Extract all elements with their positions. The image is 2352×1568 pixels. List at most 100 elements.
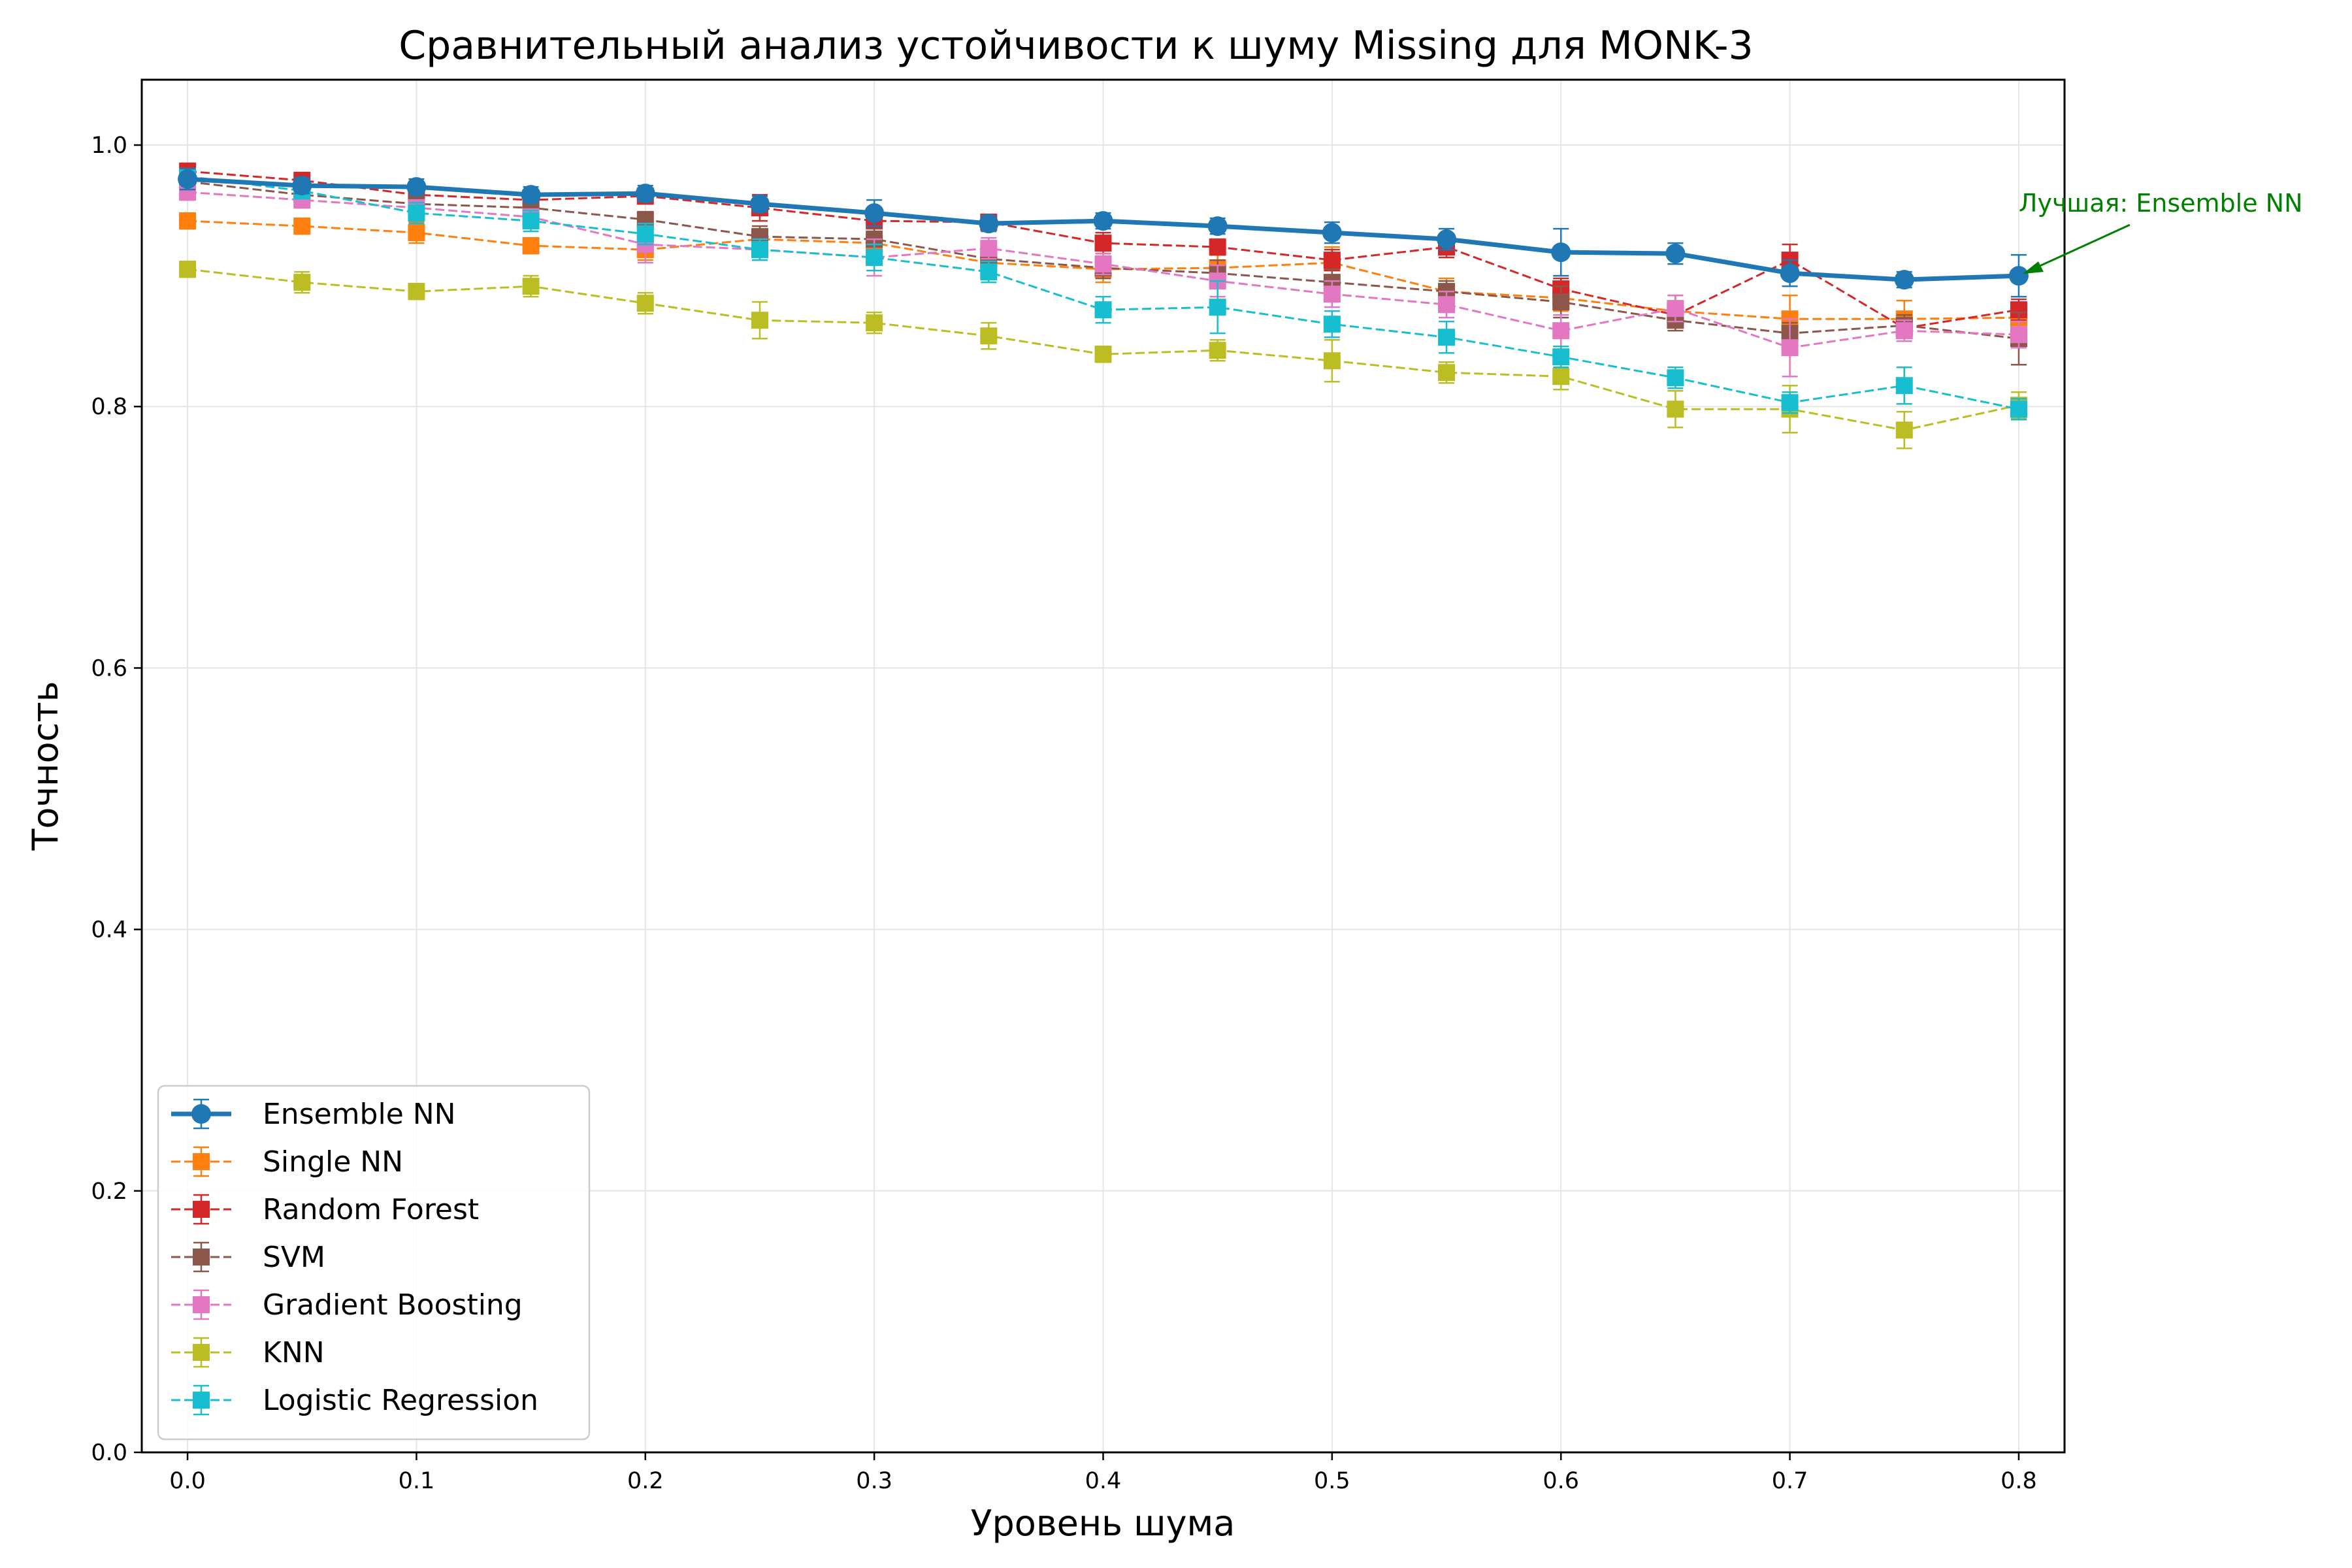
data-point (408, 283, 425, 301)
data-point (1094, 346, 1112, 363)
data-point (979, 214, 999, 234)
data-point (1895, 377, 1913, 395)
data-point (980, 327, 998, 345)
data-point (1552, 293, 1570, 311)
data-point (2008, 266, 2029, 286)
data-point (1323, 316, 1341, 333)
y-tick-label: 0.6 (91, 655, 127, 681)
annotation-text: Лучшая: Ensemble NN (2019, 189, 2303, 218)
data-point (406, 177, 427, 197)
data-point (1438, 364, 1456, 382)
chart-title: Сравнительный анализ устойчивости к шуму… (399, 23, 1753, 69)
data-point (980, 263, 998, 281)
data-point (1894, 270, 1914, 290)
data-point (749, 194, 770, 214)
legend-marker (193, 1344, 210, 1361)
plot-area (178, 162, 2029, 449)
y-axis-label: Точность (25, 681, 66, 851)
data-point (292, 176, 312, 196)
data-point (408, 224, 425, 242)
data-point (1094, 255, 1112, 273)
data-point (1780, 263, 1800, 284)
legend-item-ensemble-nn: Ensemble NN (171, 1098, 456, 1131)
series-gradient-boosting (179, 183, 2027, 378)
data-point (635, 184, 655, 204)
axes: 0.0 0.1 0.2 0.3 0.4 0.5 0.6 0.7 0.8 0.0 0.2 0.4 0.6 0… (91, 133, 2036, 1494)
x-tick-label: 0.0 (169, 1468, 206, 1494)
legend-label: SVM (263, 1241, 325, 1274)
data-point (1438, 296, 1456, 314)
data-point (522, 278, 540, 295)
y-tick-label: 1.0 (91, 133, 127, 159)
x-axis-label: Уровень шума (971, 1503, 1235, 1544)
data-point (1667, 300, 1684, 318)
x-tick-label: 0.6 (1543, 1468, 1579, 1494)
data-point (1209, 238, 1226, 256)
data-point (1551, 242, 1571, 263)
y-tick-label: 0.0 (91, 1440, 127, 1466)
legend-marker (193, 1201, 210, 1218)
data-point (1322, 223, 1342, 243)
data-point (751, 241, 768, 259)
data-point (1094, 235, 1112, 252)
y-tick-label: 0.8 (91, 394, 127, 420)
data-point (866, 249, 883, 267)
legend-label: Random Forest (263, 1193, 479, 1226)
data-point (179, 261, 197, 278)
y-tick-label: 0.2 (91, 1179, 127, 1205)
data-point (1895, 322, 1913, 340)
data-point (2010, 326, 2027, 344)
x-tick-label: 0.8 (2001, 1468, 2037, 1494)
x-tick-label: 0.2 (627, 1468, 664, 1494)
data-point (408, 204, 425, 222)
data-point (980, 240, 998, 257)
x-tick-label: 0.4 (1085, 1468, 1122, 1494)
data-point (1552, 322, 1570, 340)
legend-label: Ensemble NN (263, 1098, 456, 1131)
data-point (179, 212, 197, 230)
data-point (522, 237, 540, 255)
legend: Ensemble NN Single NN Random Forest SVM Grad… (157, 1085, 591, 1441)
data-point (1438, 329, 1456, 346)
series-ensemble-nn (178, 167, 2029, 298)
data-point (1667, 400, 1684, 418)
legend-label: KNN (263, 1336, 325, 1369)
y-tick-label: 0.4 (91, 917, 127, 943)
data-point (751, 312, 768, 329)
data-point (1323, 286, 1341, 303)
legend-marker (191, 1104, 211, 1124)
data-point (178, 169, 198, 189)
legend-item-random-forest: Random Forest (171, 1193, 479, 1226)
legend-marker (193, 1153, 210, 1170)
x-tick-label: 0.5 (1314, 1468, 1350, 1494)
data-point (1781, 394, 1799, 412)
data-point (1323, 352, 1341, 370)
data-point (293, 274, 311, 291)
data-point (2010, 400, 2027, 418)
legend-item-single-nn: Single NN (171, 1145, 403, 1179)
data-point (1437, 229, 1457, 250)
data-point (1667, 369, 1684, 387)
x-tick-label: 0.7 (1772, 1468, 1808, 1494)
legend-marker (193, 1296, 210, 1313)
best-model-annotation: Лучшая: Ensemble NN (2019, 189, 2303, 274)
data-point (1665, 244, 1686, 264)
x-tick-label: 0.1 (399, 1468, 435, 1494)
data-point (293, 218, 311, 235)
data-point (1209, 342, 1226, 359)
data-point (1323, 252, 1341, 269)
legend-box (157, 1085, 591, 1441)
data-point (1207, 216, 1228, 237)
legend-item-gradient-boosting: Gradient Boosting (171, 1288, 523, 1322)
legend-item-knn: KNN (171, 1336, 325, 1369)
legend-label: Logistic Regression (263, 1384, 538, 1417)
data-point (1094, 301, 1112, 319)
data-point (1209, 299, 1226, 316)
data-point (1093, 211, 1113, 231)
x-tick-label: 0.3 (856, 1468, 892, 1494)
legend-label: Gradient Boosting (263, 1288, 523, 1322)
annotation-arrow-line (2025, 223, 2131, 274)
data-point (636, 295, 654, 312)
data-point (864, 203, 885, 223)
